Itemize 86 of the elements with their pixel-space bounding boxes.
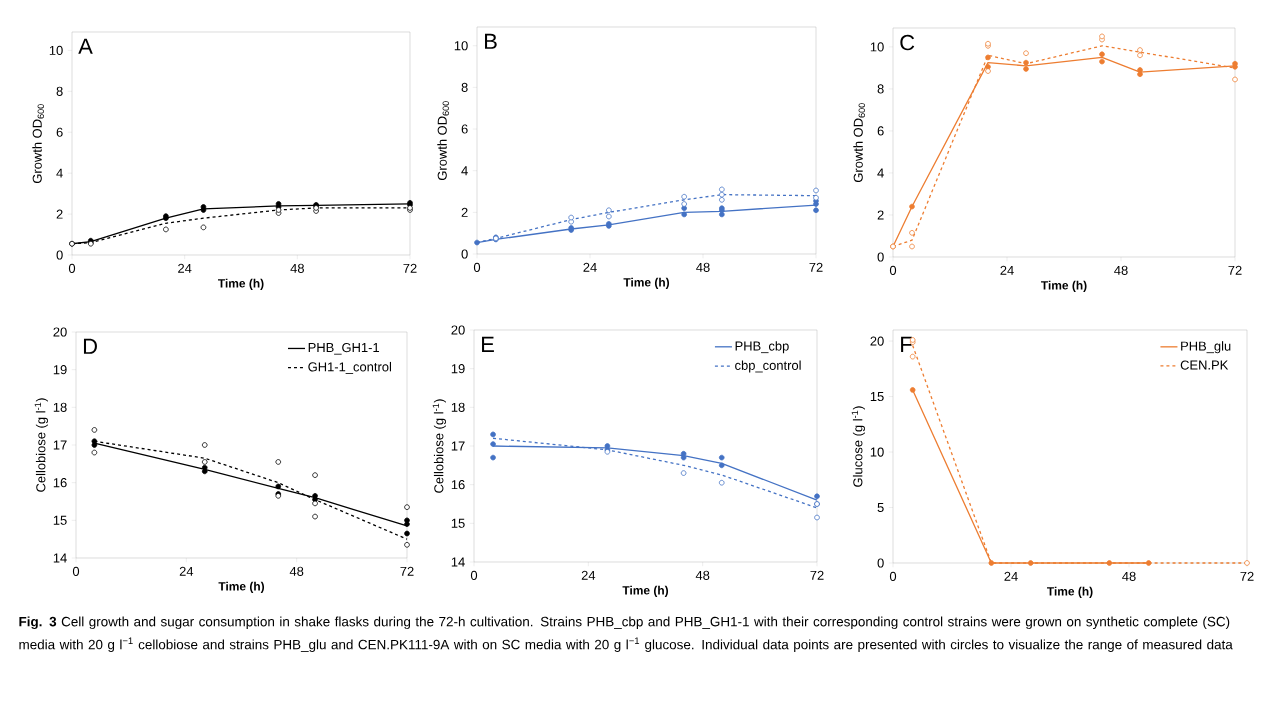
y-axis-title: Cellobiose (g l$^{-1}$) — [432, 399, 446, 493]
y-tick-label: 6 — [56, 127, 63, 137]
y-tick-label: 18 — [53, 402, 67, 412]
x-tick-label: 72 — [400, 566, 414, 576]
y-tick-label: 19 — [53, 365, 67, 375]
annotation: F — [901, 336, 912, 352]
y-axis-title: Cellobiose (g l$^{-1}$) — [34, 398, 48, 492]
y-axis-title: Growth OD$_{600}$ — [437, 101, 449, 181]
y-tick-label: 19 — [451, 364, 465, 374]
x-tick-label: 72 — [809, 262, 823, 272]
x-tick-label: 24 — [581, 570, 596, 580]
y-tick-label: 5 — [877, 503, 884, 513]
x-tick-label: 72 — [810, 570, 824, 580]
y-tick-label: 10 — [49, 45, 63, 55]
y-axis-title: Growth OD$_{600}$ — [853, 103, 865, 183]
annotation: D — [83, 338, 97, 354]
y-tick-label: 8 — [56, 86, 63, 96]
text: Fig. 3 Cell growth and sugar consumption in shake flasks during the 72-h cultivation. Strains PHB_cbp and PHB_GH1-1 with their corresponding control strains were grown on synthetic complete (SC) media with 20 g l$^{−1}$ cellobiose and strains PHB_glu and CEN.PK111-9A with on SC media with 20 g l$^{−1}$ glucose. Individual data points are presented with circles to visualize the range of measured data — [19, 616, 1233, 652]
x-axis-title: Time (h) — [218, 581, 265, 593]
y-tick-label: 6 — [877, 126, 884, 136]
y-tick-label: 4 — [461, 166, 468, 176]
x-tick-label: 0 — [68, 263, 76, 273]
y-tick-label: 15 — [53, 515, 67, 525]
annotation: C — [900, 34, 915, 51]
y-tick-label: 20 — [870, 336, 884, 346]
y-tick-label: 16 — [53, 478, 67, 488]
x-tick-label: 72 — [1240, 571, 1254, 581]
legend-label: PHB_GH1-1 — [308, 342, 380, 355]
y-tick-label: 2 — [877, 210, 884, 220]
y-tick-label: 14 — [53, 553, 67, 563]
y-tick-label: 4 — [56, 168, 63, 178]
x-tick-label: 0 — [470, 570, 478, 580]
x-tick-label: 0 — [72, 566, 80, 576]
x-axis-title: Time (h) — [218, 278, 264, 290]
x-tick-label: 48 — [695, 570, 710, 580]
legend-label: PHB_glu — [1181, 341, 1231, 354]
x-axis-title: Time (h) — [1041, 280, 1087, 292]
y-tick-label: 0 — [56, 250, 63, 260]
x-tick-label: 48 — [1114, 265, 1128, 275]
x-tick-label: 48 — [289, 566, 304, 576]
x-axis-title: Time (h) — [622, 585, 669, 597]
y-tick-label: 0 — [461, 249, 468, 259]
y-axis-title: Glucose (g l$^{-1}$) — [851, 406, 865, 487]
x-tick-label: 24 — [179, 566, 194, 576]
x-tick-label: 24 — [1004, 571, 1018, 581]
y-tick-label: 14 — [451, 557, 465, 567]
x-axis-title: Time (h) — [623, 277, 670, 289]
y-tick-label: 10 — [870, 42, 884, 52]
x-tick-label: 72 — [403, 263, 417, 273]
x-tick-label: 48 — [290, 263, 304, 273]
x-tick-label: 24 — [583, 262, 597, 272]
y-axis-title: Growth OD$_{600}$ — [32, 104, 44, 184]
y-tick-label: 8 — [877, 84, 884, 94]
y-tick-label: 20 — [451, 325, 465, 335]
annotation: A — [78, 38, 93, 54]
y-tick-label: 17 — [451, 441, 465, 451]
y-tick-label: 10 — [870, 447, 884, 457]
y-tick-label: 15 — [870, 392, 884, 402]
legend-label: PHB_cbp — [735, 341, 789, 354]
legend-label: cbp_control — [735, 360, 801, 373]
y-tick-label: 0 — [877, 558, 884, 568]
y-tick-label: 15 — [451, 518, 465, 528]
x-tick-label: 24 — [1000, 265, 1014, 275]
x-tick-label: 0 — [889, 265, 897, 275]
y-tick-label: 17 — [53, 440, 67, 450]
y-tick-label: 20 — [53, 327, 67, 337]
y-tick-label: 10 — [454, 41, 468, 51]
y-tick-label: 4 — [877, 168, 884, 178]
y-tick-label: 18 — [451, 402, 465, 412]
legend-label: GH1-1_control — [308, 361, 392, 374]
annotation: B — [485, 33, 497, 49]
x-tick-label: 72 — [1228, 265, 1242, 275]
x-tick-label: 0 — [889, 571, 897, 581]
x-tick-label: 0 — [473, 262, 481, 272]
annotation: E — [482, 336, 494, 352]
y-tick-label: 16 — [451, 480, 465, 490]
y-tick-label: 2 — [461, 207, 468, 217]
y-tick-label: 2 — [56, 209, 63, 219]
x-tick-label: 48 — [696, 262, 710, 272]
y-tick-label: 8 — [461, 82, 468, 92]
x-tick-label: 48 — [1122, 571, 1136, 581]
x-axis-title: Time (h) — [1047, 586, 1093, 598]
legend-label: CEN.PK — [1180, 360, 1229, 370]
x-tick-label: 24 — [178, 263, 192, 273]
y-tick-label: 6 — [461, 124, 468, 134]
y-tick-label: 0 — [877, 252, 884, 262]
